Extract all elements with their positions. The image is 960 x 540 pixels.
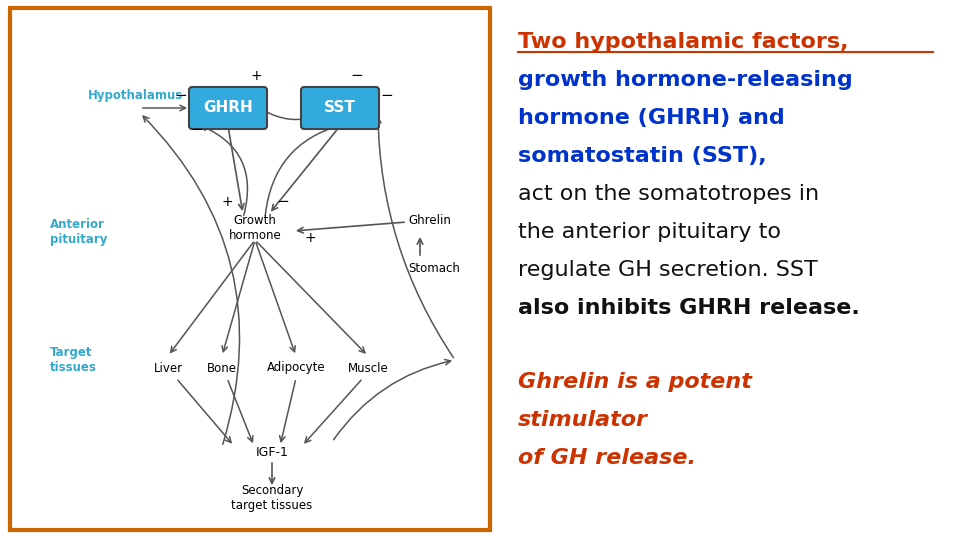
- Text: of GH release.: of GH release.: [518, 448, 696, 468]
- Text: −: −: [276, 194, 289, 209]
- Text: Ghrelin is a potent: Ghrelin is a potent: [518, 372, 752, 392]
- Text: regulate GH secretion. SST: regulate GH secretion. SST: [518, 260, 818, 280]
- Text: Ghrelin: Ghrelin: [408, 213, 451, 226]
- Text: Anterior
pituitary: Anterior pituitary: [50, 218, 108, 246]
- Text: Bone: Bone: [207, 361, 237, 375]
- Text: the anterior pituitary to: the anterior pituitary to: [518, 222, 781, 242]
- Text: +: +: [250, 69, 262, 83]
- Text: GHRH: GHRH: [204, 100, 252, 116]
- Text: −: −: [350, 68, 363, 83]
- Text: hormone (GHRH) and: hormone (GHRH) and: [518, 108, 784, 128]
- Text: Growth
hormone: Growth hormone: [228, 214, 281, 242]
- FancyBboxPatch shape: [10, 8, 490, 530]
- Text: +: +: [221, 195, 233, 209]
- Text: Hypothalamus: Hypothalamus: [88, 89, 183, 102]
- Text: Liver: Liver: [154, 361, 182, 375]
- Text: +: +: [305, 231, 317, 245]
- Text: also inhibits GHRH release.: also inhibits GHRH release.: [518, 298, 860, 318]
- Text: Stomach: Stomach: [408, 261, 460, 274]
- Text: SST: SST: [324, 100, 356, 116]
- FancyBboxPatch shape: [301, 87, 379, 129]
- Text: stimulator: stimulator: [518, 410, 648, 430]
- Text: Two hypothalamic factors,: Two hypothalamic factors,: [518, 32, 849, 52]
- Text: Target
tissues: Target tissues: [50, 346, 97, 374]
- Text: somatostatin (SST),: somatostatin (SST),: [518, 146, 767, 166]
- Text: Secondary
target tissues: Secondary target tissues: [231, 484, 313, 512]
- Text: Adipocyte: Adipocyte: [267, 361, 325, 375]
- Text: −: −: [190, 122, 203, 137]
- Text: Muscle: Muscle: [348, 361, 389, 375]
- Text: −: −: [174, 88, 187, 103]
- Text: growth hormone-releasing: growth hormone-releasing: [518, 70, 852, 90]
- Text: −: −: [380, 88, 393, 103]
- Text: IGF-1: IGF-1: [255, 446, 288, 458]
- FancyBboxPatch shape: [189, 87, 267, 129]
- Text: act on the somatotropes in: act on the somatotropes in: [518, 184, 819, 204]
